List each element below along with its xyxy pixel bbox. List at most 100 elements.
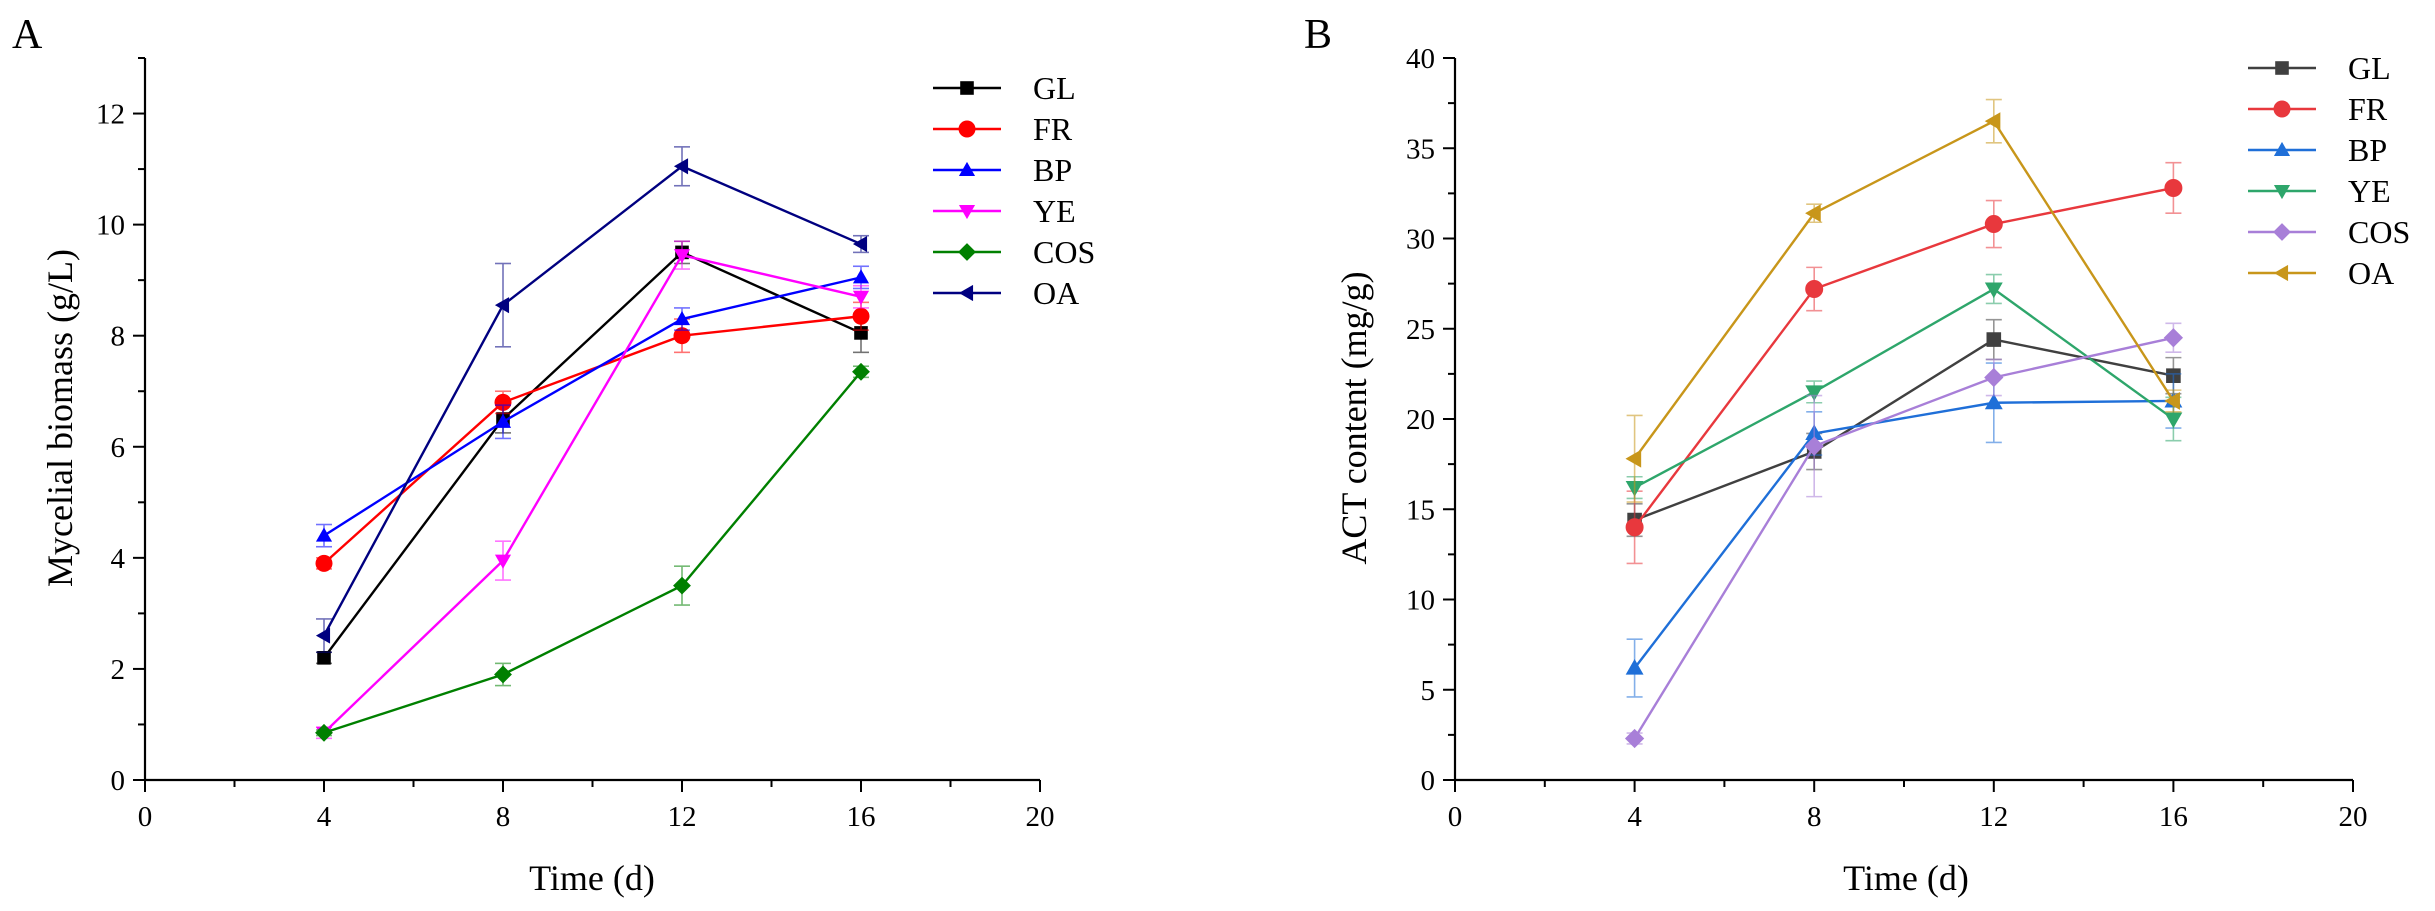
- panel-a-series-cos: [315, 362, 870, 742]
- panel-a-series-fr: [315, 301, 870, 572]
- panel-b-series-line-oa: [1633, 119, 2175, 460]
- panel-b-point-oa: [1805, 204, 1821, 223]
- panel-a-point-oa: [315, 627, 331, 644]
- panel-a-point-oa: [494, 297, 510, 314]
- panel-b-legend-item-ye: YE: [2248, 173, 2391, 209]
- panel-b-legend-label-bp: BP: [2348, 132, 2387, 168]
- panel-a: A 0 4 8 12 16 20 0 2 4 6 8 10 12 GL FR BP YE COS OA Time (…: [12, 12, 1095, 898]
- panel-a-legend-item-cos: COS: [933, 234, 1095, 270]
- legend-marker: [958, 243, 976, 261]
- panel-a-series-oa: [315, 146, 869, 654]
- panel-a-series-line-cos: [323, 371, 862, 734]
- panel-a-y-tick-label: 10: [96, 210, 125, 242]
- panel-b-legend-label-oa: OA: [2348, 255, 2394, 291]
- panel-b-series-line-bp: [1633, 399, 2174, 669]
- panel-b-series-fr: [1625, 161, 2183, 565]
- panel-b-series-line-gl: [1634, 338, 2174, 522]
- panel-b-point-fr: [1625, 518, 1644, 537]
- panel-b-y-tick-label: 10: [1406, 585, 1435, 617]
- panel-b-legend-item-cos: COS: [2248, 214, 2410, 250]
- panel-b-x-tick-label: 16: [2159, 801, 2188, 833]
- legend-marker: [958, 284, 974, 302]
- panel-b-point-ye: [1984, 282, 2003, 299]
- panel-a-series-ye: [315, 240, 870, 741]
- panel-a-x-tick-label: 16: [847, 801, 876, 833]
- panel-b-series-line-cos: [1633, 336, 2174, 740]
- panel-b-legend-item-oa: OA: [2248, 255, 2394, 291]
- panel-b-x-tick-label: 20: [2339, 801, 2368, 833]
- panel-a-series-line-gl: [323, 250, 862, 659]
- panel-a-legend-label-fr: FR: [1033, 111, 1073, 147]
- panel-a-x-tick-label: 12: [668, 801, 697, 833]
- panel-b-point-oa: [1984, 112, 2001, 131]
- legend-marker: [2273, 184, 2291, 200]
- panel-b-y-tick-label: 35: [1406, 133, 1435, 165]
- panel-b-x-tick-label: 12: [1979, 801, 2008, 833]
- panel-a-plot-area: 0 4 8 12 16 20 0 2 4 6 8 10 12 GL FR BP YE COS OA: [96, 57, 1095, 833]
- panel-a-legend-label-gl: GL: [1033, 70, 1076, 106]
- panel-b-series-ye: [1625, 273, 2183, 500]
- panel-a-legend-label-ye: YE: [1033, 193, 1076, 229]
- panel-a-x-tick-label: 8: [496, 801, 511, 833]
- panel-a-point-bp: [494, 413, 512, 428]
- panel-b-point-ye: [1805, 385, 1824, 402]
- legend-marker: [958, 161, 976, 177]
- panel-a-point-cos: [494, 665, 512, 684]
- legend-marker: [960, 81, 974, 95]
- panel-a-legend-item-gl: GL: [933, 70, 1076, 106]
- panel-a-y-tick-label: 8: [111, 321, 126, 353]
- panel-b-point-cos: [2163, 328, 2184, 348]
- legend-marker: [958, 120, 976, 138]
- panel-b-point-oa: [2164, 392, 2180, 410]
- panel-a-y-axis-title: Mycelial biomass (g/L): [40, 249, 80, 587]
- panel-a-legend-item-ye: YE: [933, 193, 1076, 229]
- panel-a-point-cos: [315, 723, 333, 742]
- panel-a-point-ye: [852, 290, 870, 305]
- panel-a-point-fr: [852, 307, 870, 325]
- panel-b-x-tick-label: 0: [1448, 801, 1463, 833]
- panel-b-legend-item-bp: BP: [2248, 132, 2387, 168]
- panel-b-y-tick-label: 30: [1406, 224, 1435, 256]
- panel-a-point-fr: [673, 327, 691, 345]
- panel-a-label: A: [12, 12, 43, 58]
- panel-a-series-gl: [316, 240, 869, 665]
- panel-a-legend-item-oa: OA: [933, 275, 1079, 311]
- panel-b-point-bp: [1984, 393, 2003, 410]
- panel-b-legend-label-fr: FR: [2348, 91, 2388, 127]
- panel-a-point-oa: [673, 158, 689, 175]
- panel-a-point-cos: [852, 362, 870, 381]
- panel-a-legend-label-cos: COS: [1033, 234, 1095, 270]
- panel-a-y-tick-label: 6: [111, 432, 126, 464]
- panel-a-legend-label-oa: OA: [1033, 275, 1079, 311]
- panel-a-legend: GL FR BP YE COS OA: [933, 70, 1095, 311]
- panel-a-series-line-fr: [323, 315, 862, 565]
- panel-b-point-cos: [1804, 436, 1824, 456]
- panel-a-point-ye: [494, 554, 512, 569]
- panel-b-series-oa: [1625, 98, 2182, 503]
- panel-b-point-cos: [1624, 728, 1645, 749]
- panel-b-point-fr: [2164, 179, 2183, 197]
- panel-a-y-tick-label: 4: [111, 543, 126, 575]
- panel-a-x-tick-label: 4: [317, 801, 332, 833]
- panel-b-series-line-ye: [1634, 287, 2175, 489]
- panel-a-legend-item-bp: BP: [933, 152, 1072, 188]
- panel-b-legend-label-ye: YE: [2348, 173, 2391, 209]
- legend-marker: [2273, 223, 2291, 241]
- panel-b-y-tick-label: 5: [1421, 675, 1436, 707]
- panel-a-legend-label-bp: BP: [1033, 152, 1072, 188]
- panel-a-point-fr: [315, 554, 333, 572]
- panel-a-y-tick-label: 2: [111, 654, 126, 686]
- panel-a-series-line-oa: [322, 164, 862, 637]
- panel-b-point-oa: [1625, 449, 1642, 468]
- panel-a-point-bp: [315, 527, 333, 542]
- panel-b-point-bp: [1625, 659, 1644, 675]
- panel-a-point-gl: [317, 651, 331, 665]
- panel-a-x-tick-label: 0: [138, 801, 153, 833]
- panel-b-y-tick-label: 0: [1421, 765, 1436, 797]
- panel-a-y-tick-label: 12: [96, 99, 125, 131]
- panel-a-x-tick-label: 20: [1026, 801, 1055, 833]
- panel-b-point-fr: [1805, 280, 1824, 298]
- panel-a-series-bp: [315, 265, 870, 548]
- legend-marker: [2273, 141, 2291, 157]
